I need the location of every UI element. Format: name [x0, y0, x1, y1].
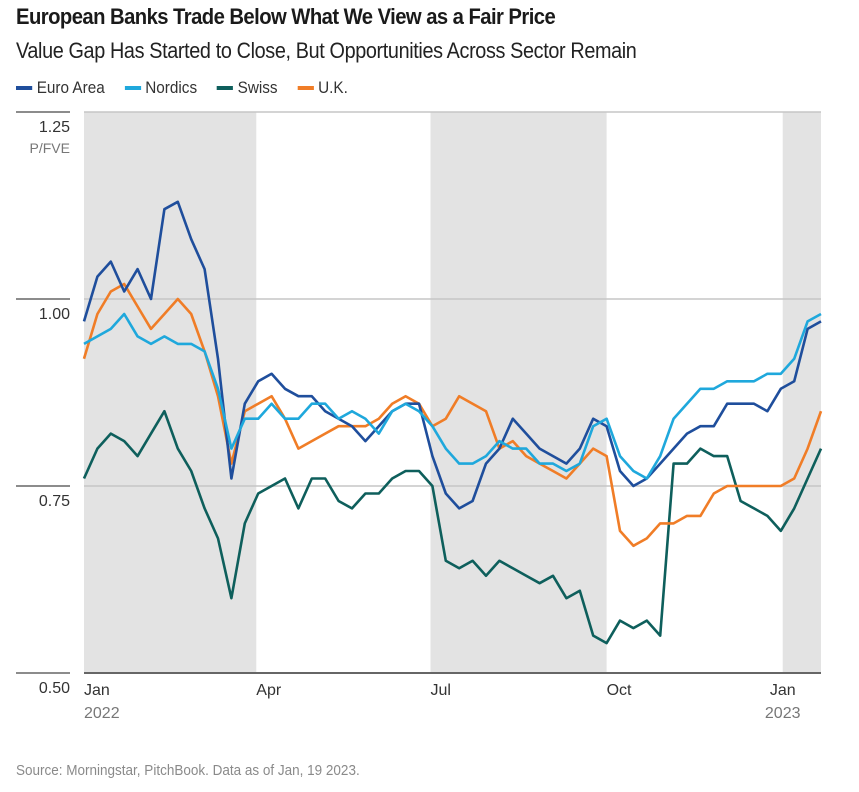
legend-label-swiss: Swiss [237, 78, 278, 97]
legend-item-uk: U.K. [297, 78, 348, 98]
y-tick-label: 1.25 [39, 119, 70, 136]
legend-swatch-euro-area [16, 86, 33, 90]
x-tick-label: Oct [607, 682, 632, 699]
chart-legend: Euro Area Nordics Swiss U.K. [16, 78, 348, 98]
series-line-euro-area [82, 200, 822, 510]
x-tick-label: Apr [256, 682, 282, 699]
x-tick-sublabel: 2023 [765, 705, 801, 722]
chart-title: European Banks Trade Below What We View … [16, 4, 556, 29]
series-line-swiss [82, 409, 823, 645]
shaded-quarter-band [430, 112, 607, 673]
legend-item-euro-area: Euro Area [16, 78, 105, 98]
y-axis-label: P/FVE [30, 140, 70, 156]
legend-swatch-swiss [216, 86, 234, 90]
x-tick-label: Jul [430, 682, 450, 699]
chart-subtitle: Value Gap Has Started to Close, But Oppo… [16, 38, 637, 63]
x-tick-sublabel: 2022 [84, 705, 120, 722]
source-note: Source: Morningstar, PitchBook. Data as … [16, 762, 360, 779]
y-tick-label: 1.00 [39, 306, 70, 323]
legend-label-euro-area: Euro Area [36, 78, 105, 97]
legend-label-uk: U.K. [318, 78, 348, 97]
y-tick-label: 0.50 [39, 680, 70, 697]
legend-swatch-uk [297, 86, 314, 90]
legend-swatch-nordics [124, 86, 141, 90]
legend-item-nordics: Nordics [124, 78, 198, 98]
legend-item-swiss: Swiss [216, 78, 278, 98]
legend-label-nordics: Nordics [145, 78, 198, 97]
x-tick-label: Jan [770, 682, 796, 699]
series-line-nordics [83, 312, 822, 480]
y-tick-label: 0.75 [39, 493, 70, 510]
shaded-quarter-band [782, 112, 821, 673]
x-tick-label: Jan [84, 682, 110, 699]
